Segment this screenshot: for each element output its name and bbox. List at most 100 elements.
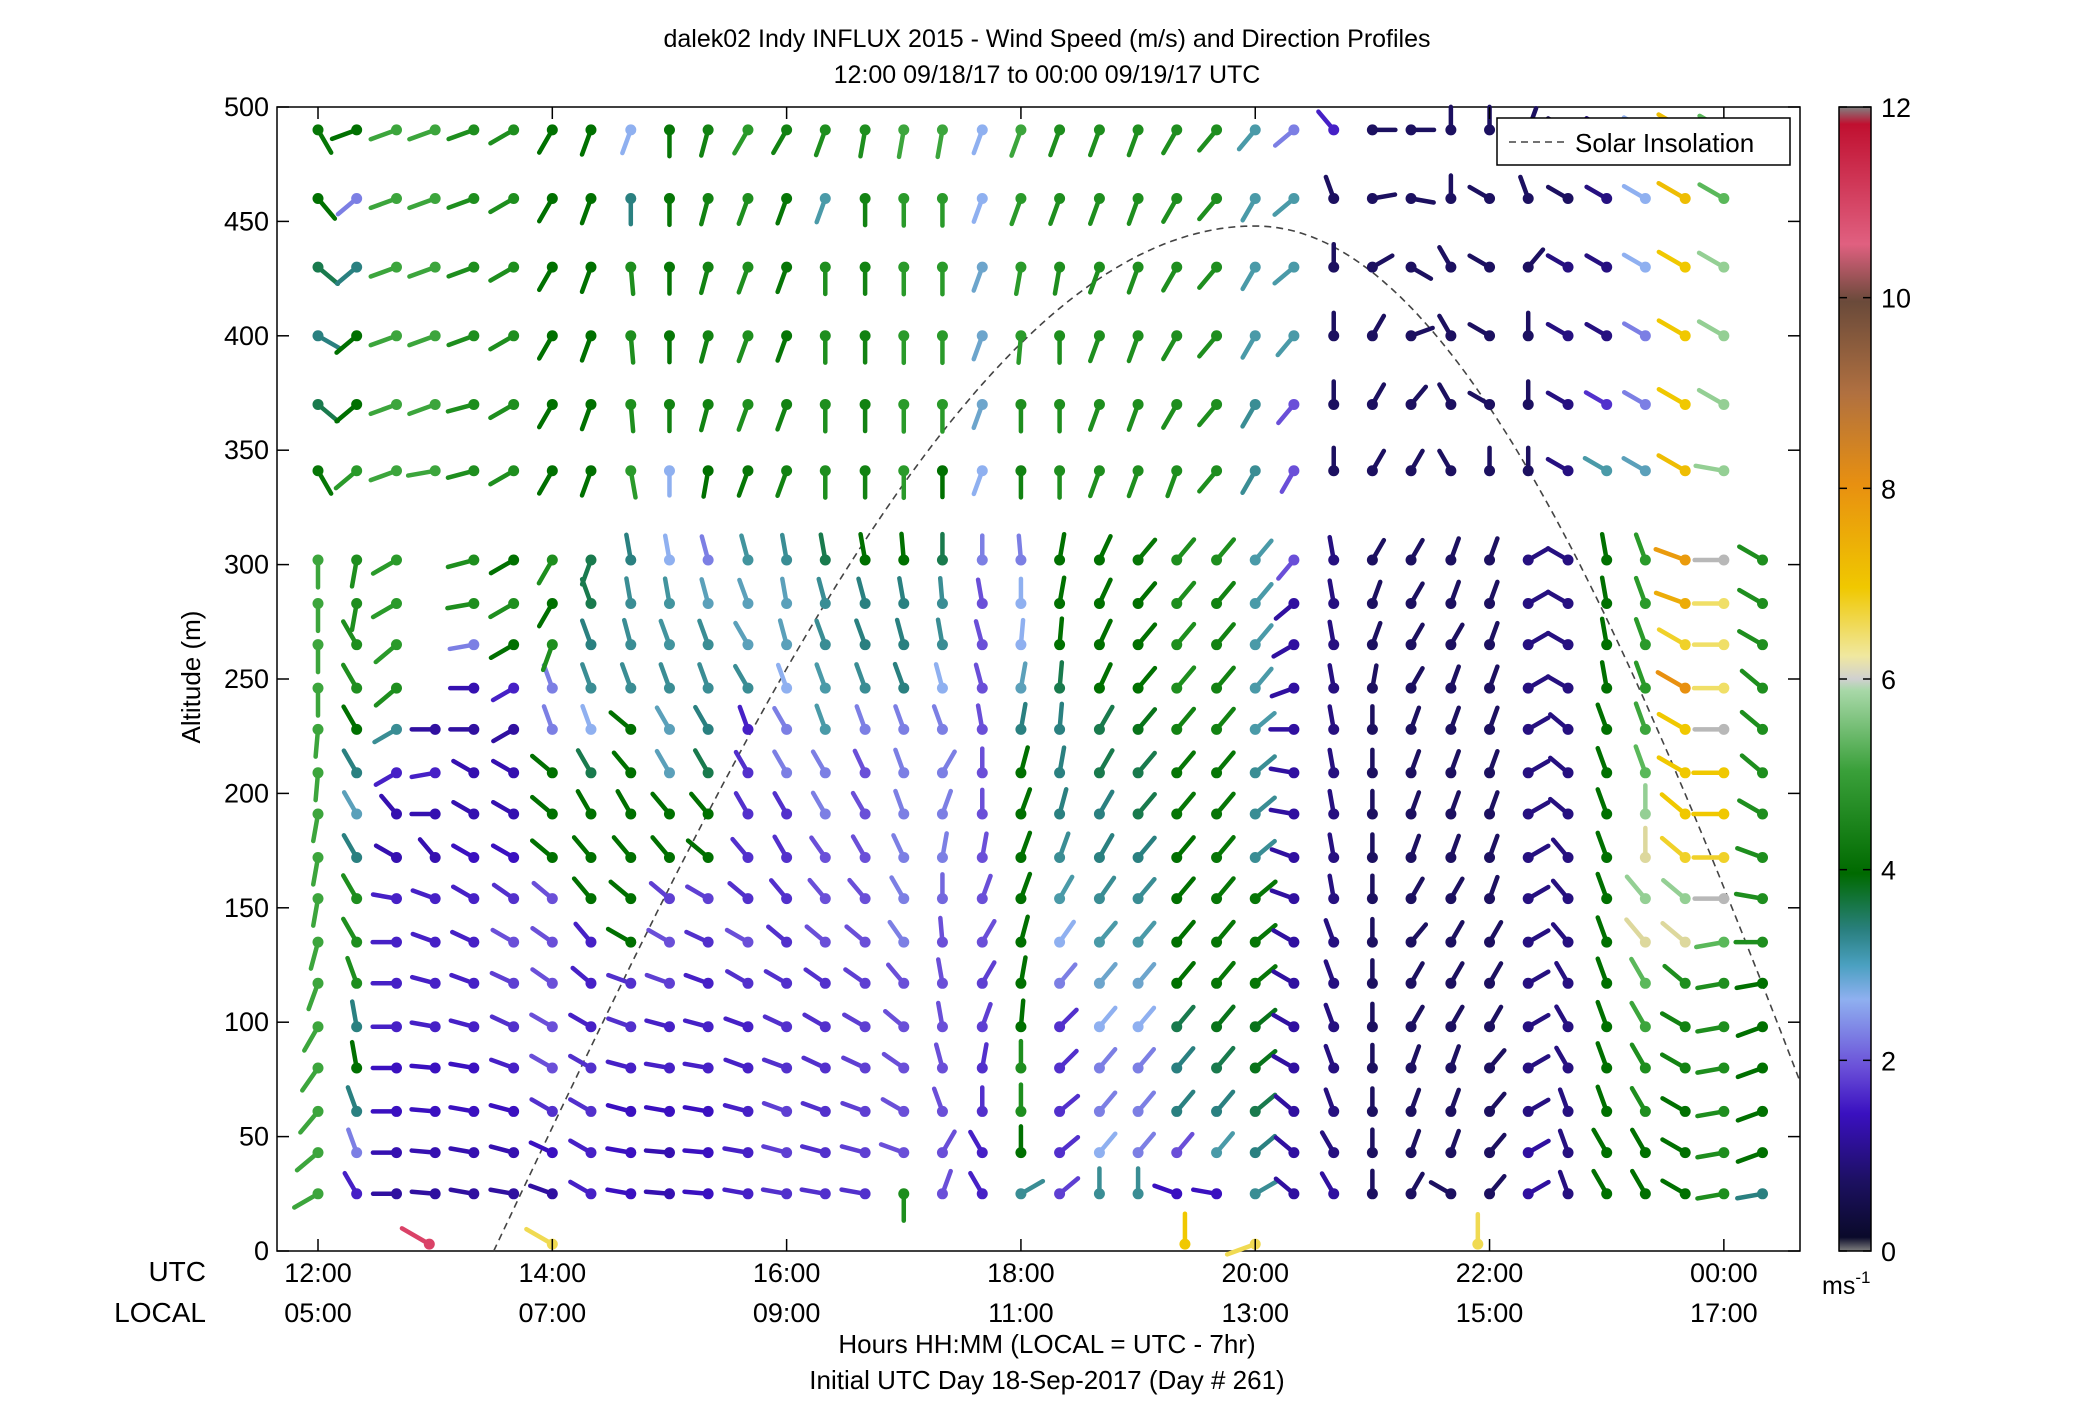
wind-barb-station-dot xyxy=(1639,1062,1651,1074)
x-tick-label-utc: 16:00 xyxy=(753,1258,821,1288)
wind-barb xyxy=(1599,660,1613,694)
wind-barb-station-dot xyxy=(351,1021,363,1033)
wind-barb xyxy=(312,398,341,424)
wind-barb xyxy=(1695,1062,1730,1075)
wind-barb xyxy=(1366,1001,1378,1033)
wind-barb xyxy=(1171,1004,1196,1033)
wind-barb-station-dot xyxy=(468,193,480,205)
wind-barb-station-dot xyxy=(1601,1062,1613,1074)
wind-barb-station-dot xyxy=(1484,936,1496,948)
wind-barb xyxy=(1582,455,1613,477)
wind-barb xyxy=(802,1012,831,1033)
wind-barb-station-dot xyxy=(1639,193,1651,205)
wind-barb-station-dot xyxy=(508,1147,520,1159)
wind-barb-station-dot xyxy=(1249,893,1261,905)
wind-barb xyxy=(605,1103,637,1117)
wind-barb xyxy=(1445,748,1461,779)
wind-barb xyxy=(859,193,871,228)
wind-barb-station-dot xyxy=(898,808,910,820)
wind-barb-station-dot xyxy=(1405,261,1417,273)
wind-barb-station-dot xyxy=(1445,977,1457,989)
wind-barb-station-dot xyxy=(1211,682,1223,694)
wind-barb-station-dot xyxy=(546,330,558,342)
wind-barb-station-dot xyxy=(1249,767,1261,779)
wind-barb xyxy=(1735,1062,1769,1080)
wind-barb xyxy=(1405,384,1429,410)
wind-barb-station-dot xyxy=(898,465,910,477)
wind-barb-station-dot xyxy=(429,124,441,136)
wind-barb-station-dot xyxy=(1288,1105,1300,1117)
wind-barb-station-dot xyxy=(1601,1105,1613,1117)
wind-barb-station-dot xyxy=(390,682,402,694)
wind-barb-station-dot xyxy=(1562,851,1574,863)
wind-barb-station-dot xyxy=(1054,767,1066,779)
wind-barb xyxy=(682,1018,714,1033)
x-tick-label-local: 11:00 xyxy=(988,1298,1054,1328)
wind-barb-station-dot xyxy=(1054,1147,1066,1159)
wind-barb xyxy=(407,261,441,279)
wind-barb xyxy=(1545,456,1574,477)
wind-barb-station-dot xyxy=(1445,1105,1457,1117)
wind-barb xyxy=(605,1146,637,1159)
wind-barb-station-dot xyxy=(1562,1147,1574,1159)
wind-barb-station-dot xyxy=(936,936,948,948)
wind-barb-station-dot xyxy=(508,682,520,694)
wind-barb-station-dot xyxy=(781,193,793,205)
wind-barb-station-dot xyxy=(429,767,441,779)
wind-barb xyxy=(445,597,480,611)
wind-barb-station-dot xyxy=(1211,723,1223,735)
wind-barb-station-dot xyxy=(508,977,520,989)
wind-barb-station-dot xyxy=(429,893,441,905)
x-axis-label-line1: Hours HH:MM (LOCAL = UTC - 7hr) xyxy=(838,1329,1255,1359)
utc-row-label: UTC xyxy=(148,1256,206,1287)
wind-barb-station-dot xyxy=(508,124,520,136)
wind-barb xyxy=(893,747,910,779)
wind-barb-station-dot xyxy=(585,1021,597,1033)
wind-barb-station-dot xyxy=(1718,1021,1730,1033)
wind-barb xyxy=(1557,1128,1574,1159)
wind-barb-station-dot xyxy=(1093,1062,1105,1074)
wind-barb-station-dot xyxy=(1132,808,1144,820)
wind-barb xyxy=(536,124,558,155)
wind-barb-station-dot xyxy=(1015,1021,1027,1033)
wind-barb xyxy=(409,1062,441,1074)
wind-barb xyxy=(1660,920,1691,948)
wind-barb xyxy=(1405,666,1425,694)
wind-barb-station-dot xyxy=(1405,723,1417,735)
wind-barb xyxy=(1629,1085,1651,1117)
wind-barb-station-dot xyxy=(625,808,637,820)
wind-barb xyxy=(1013,261,1027,297)
wind-barb xyxy=(312,330,343,351)
wind-barb xyxy=(605,1059,637,1074)
wind-barb xyxy=(310,893,324,928)
wind-barb-station-dot xyxy=(1249,261,1261,273)
wind-barb xyxy=(1197,261,1223,290)
wind-barb xyxy=(1545,589,1574,609)
wind-barb xyxy=(1691,767,1730,779)
wind-barb-station-dot xyxy=(702,682,714,694)
wind-barb xyxy=(1550,922,1574,948)
wind-barb-station-dot xyxy=(585,893,597,905)
wind-barb-station-dot xyxy=(742,723,754,735)
wind-barb-station-dot xyxy=(625,767,637,779)
wind-barb xyxy=(1405,748,1422,779)
wind-barb xyxy=(1735,1147,1769,1164)
y-tick-label: 300 xyxy=(224,550,269,580)
wind-barb xyxy=(625,261,637,297)
wind-barb-station-dot xyxy=(1093,554,1105,566)
wind-barb-station-dot xyxy=(351,1188,363,1200)
wind-barb-station-dot xyxy=(1132,465,1144,477)
wind-barb-station-dot xyxy=(1522,1021,1534,1033)
wind-barb-station-dot xyxy=(781,1147,793,1159)
wind-barb-station-dot xyxy=(1562,1188,1574,1200)
wind-barb xyxy=(1271,1053,1300,1074)
wind-barb xyxy=(1735,1105,1769,1123)
wind-barb xyxy=(1366,916,1378,948)
wind-barb-station-dot xyxy=(351,808,363,820)
wind-barb-station-dot xyxy=(1601,330,1613,342)
wind-barb-station-dot xyxy=(1405,682,1417,694)
wind-barb xyxy=(1366,1127,1378,1159)
wind-barb xyxy=(579,124,597,157)
wind-barb-station-dot xyxy=(546,193,558,205)
wind-barb-station-dot xyxy=(742,330,754,342)
